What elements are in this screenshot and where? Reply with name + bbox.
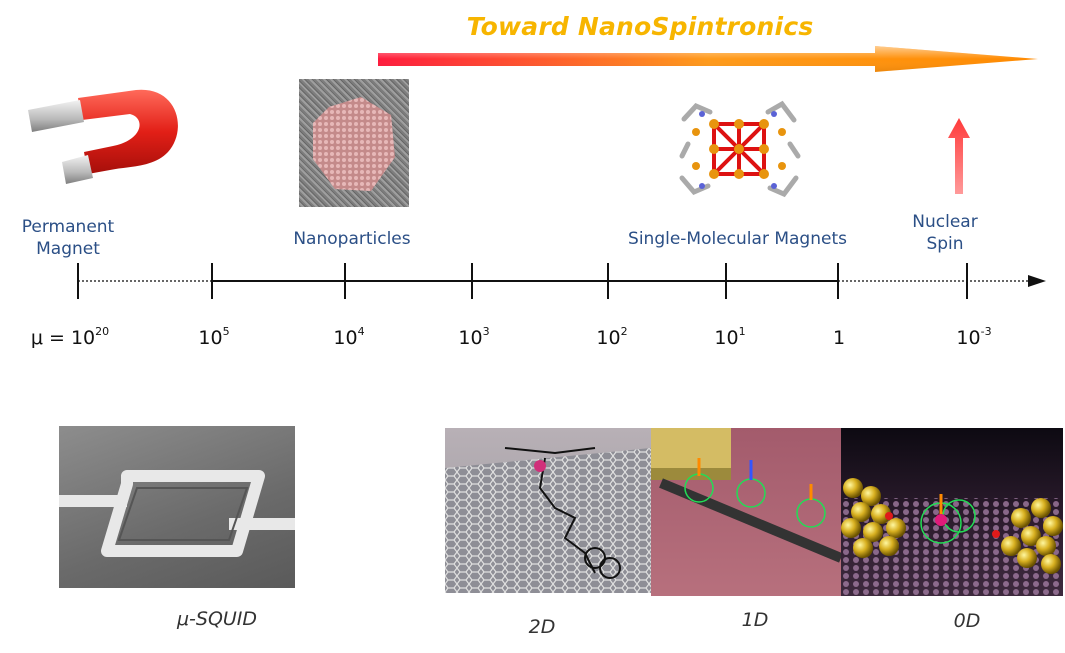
tick-label: 1 bbox=[832, 327, 846, 349]
smm-molecule-image bbox=[679, 100, 801, 198]
title: Toward NanoSpintronics bbox=[466, 12, 814, 41]
nanoparticle-tem-image bbox=[299, 79, 409, 207]
nanotube-1d-image bbox=[651, 428, 841, 596]
graphene-2d-image bbox=[445, 428, 651, 593]
quantum-dot-0d-image bbox=[841, 428, 1063, 596]
caption-1d: 1D bbox=[741, 609, 769, 631]
caption-2d: 2D bbox=[528, 616, 556, 638]
tick-label: 102 bbox=[596, 325, 628, 349]
nuclear-spin-arrow-icon bbox=[948, 118, 970, 194]
tick-label: 103 bbox=[458, 325, 490, 349]
direction-arrow bbox=[378, 46, 1038, 72]
tick-label: 10-3 bbox=[956, 325, 992, 349]
tick-label: 105 bbox=[198, 325, 230, 349]
label-single-molecular-magnets: Single-Molecular Magnets bbox=[628, 229, 847, 249]
scale-axis bbox=[77, 263, 1046, 299]
squid-sem-image bbox=[59, 426, 295, 588]
horseshoe-magnet-image bbox=[28, 89, 178, 184]
label-permanent-magnet: Permanent Magnet bbox=[21, 217, 115, 259]
tick-label: 104 bbox=[333, 325, 365, 349]
tick-label: μ = 1020 bbox=[30, 325, 110, 349]
tick-label: 101 bbox=[714, 325, 746, 349]
label-nuclear-spin: Nuclear Spin bbox=[912, 212, 978, 254]
label-nanoparticles: Nanoparticles bbox=[293, 229, 411, 249]
caption-squid: μ-SQUID bbox=[176, 608, 258, 630]
caption-0d: 0D bbox=[953, 610, 981, 632]
